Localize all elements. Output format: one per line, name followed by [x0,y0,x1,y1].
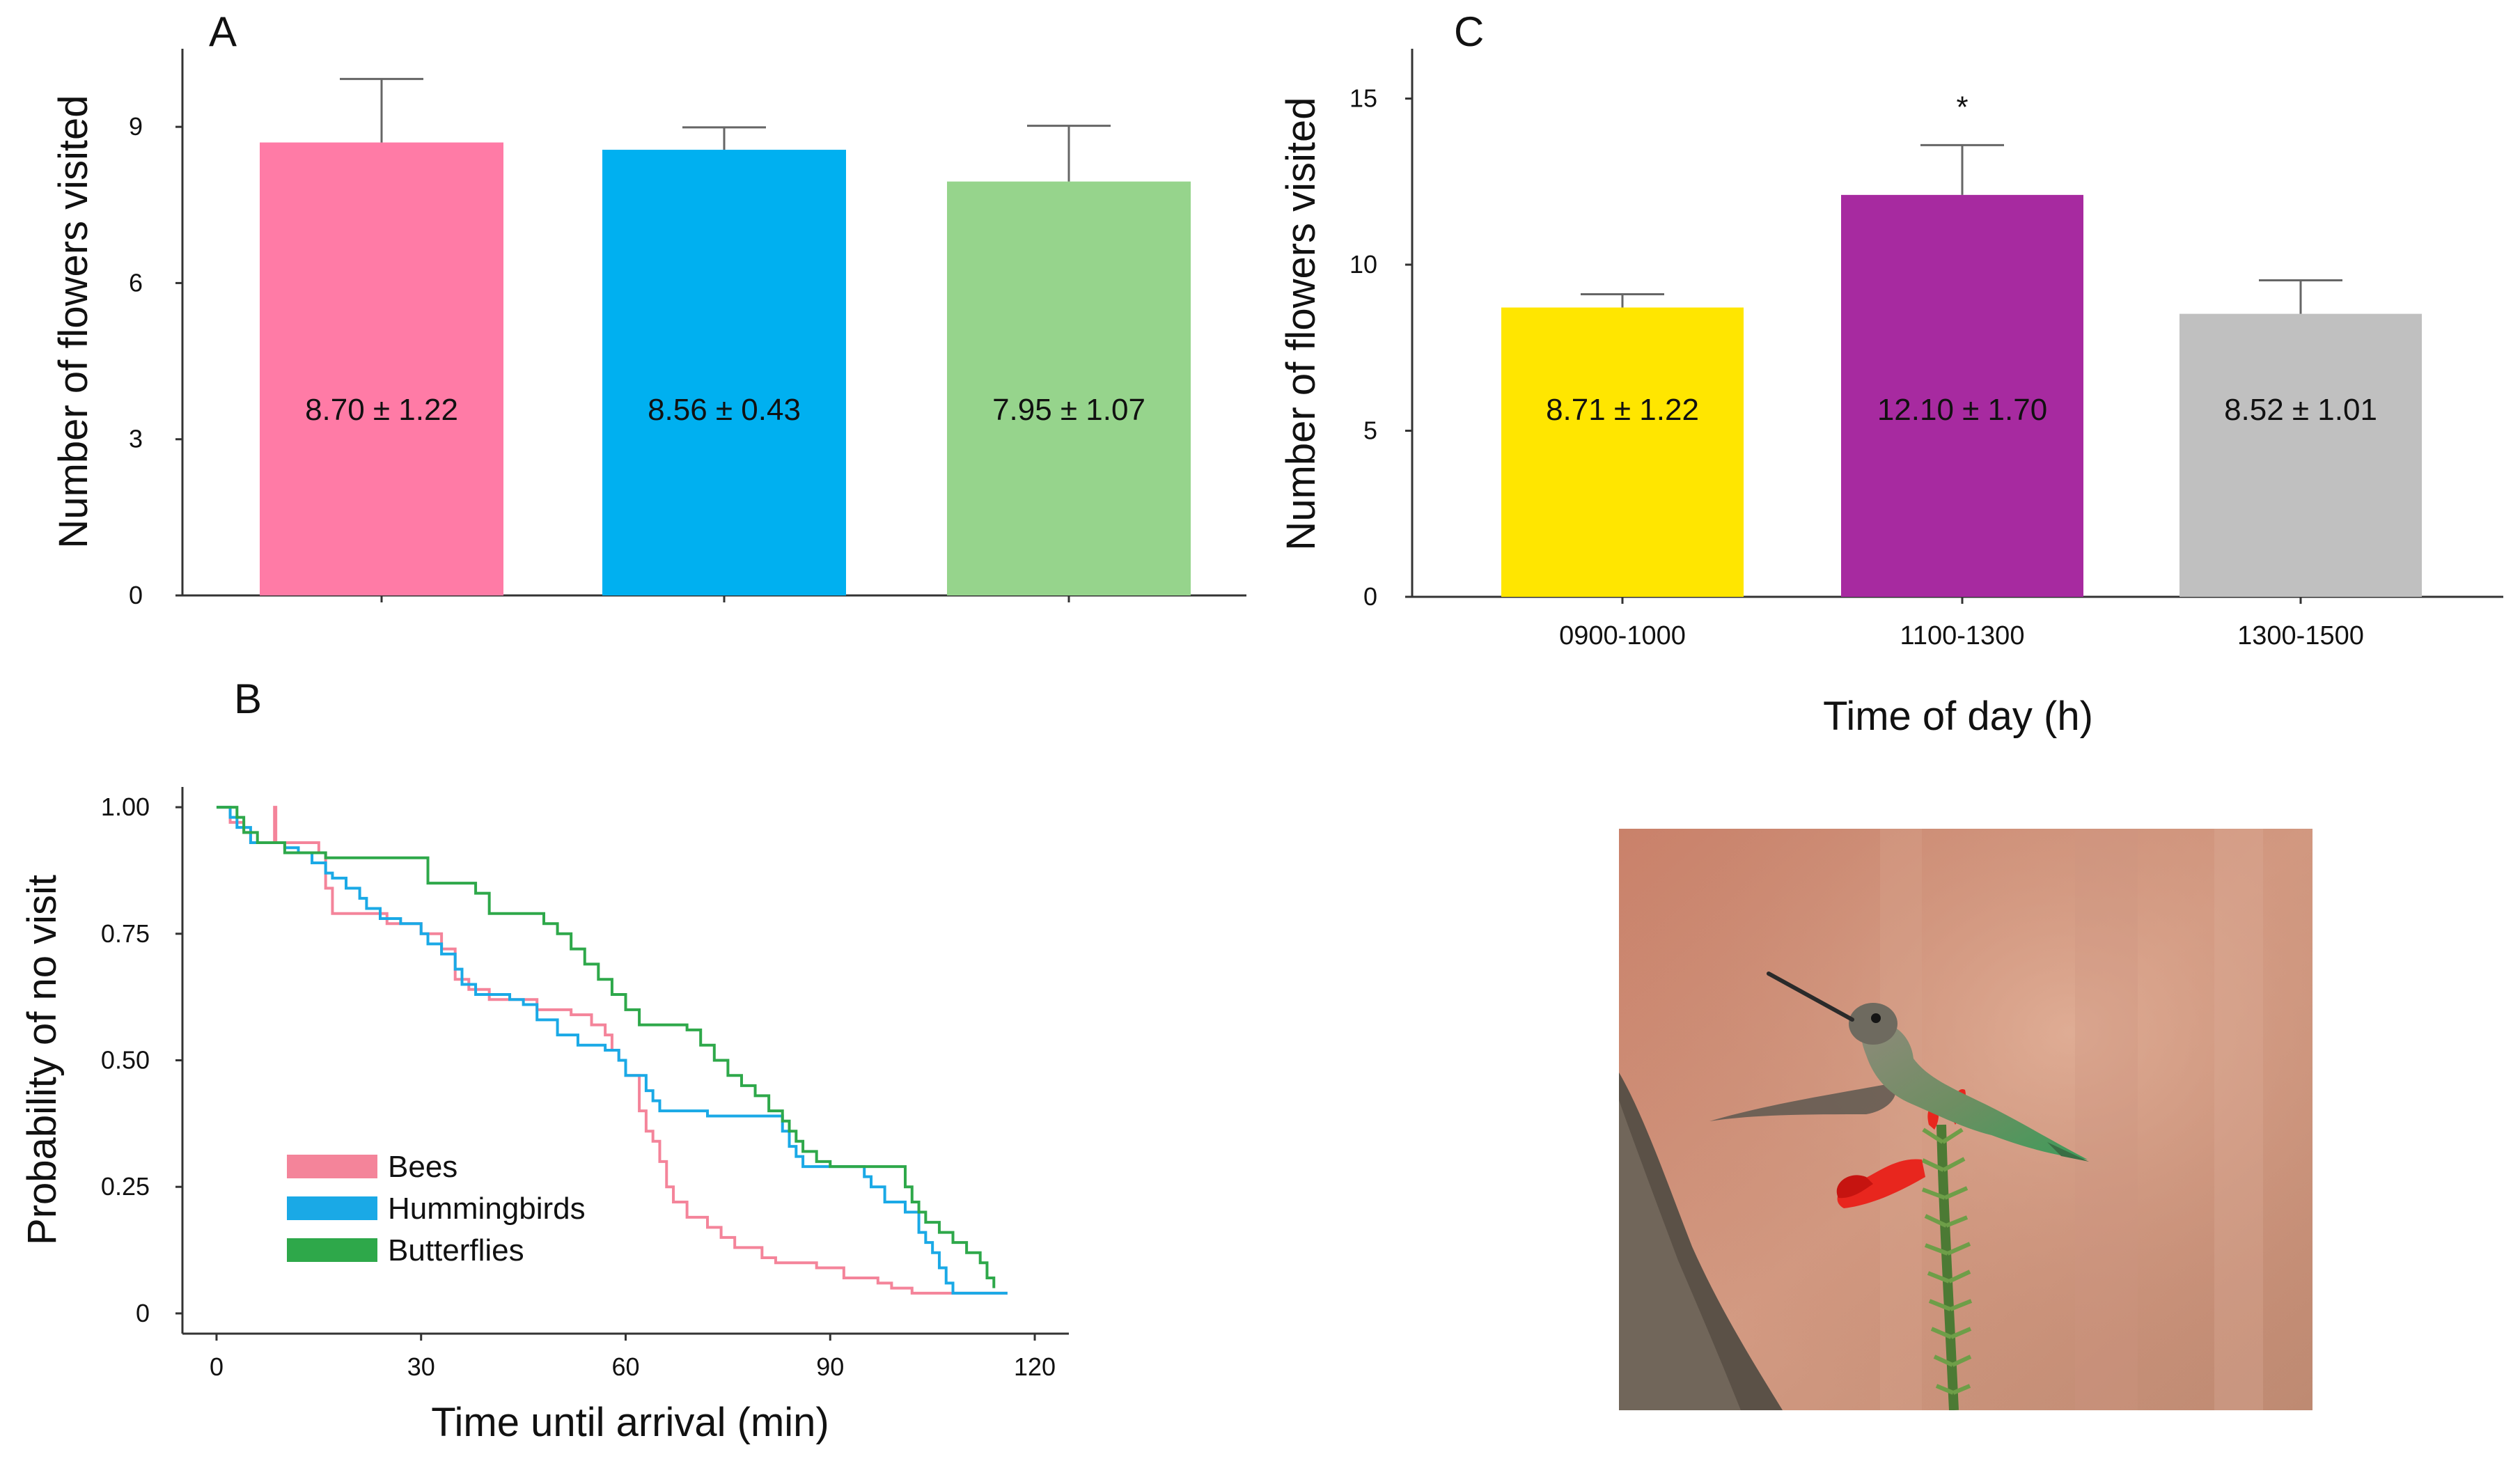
y-tick-label: 10 [1349,250,1377,279]
panel-a-bars: 8.70 ± 1.22 8.56 ± 0.43 7.95 ± 1.07 [260,77,1191,602]
legend-swatch-butterflies [287,1238,377,1262]
plant-stem [1936,1124,1959,1410]
panel-b-ticks: 0 0.25 0.50 0.75 1.00 0 30 60 90 120 [101,793,1056,1381]
x-category-label: 1100-1300 [1900,621,2025,650]
x-category-label: 1300-1500 [2237,621,2364,650]
panel-a: A Number of flowers visited 0 3 6 9 8.70 ± … [51,8,1246,609]
hummingbird-wing [1709,1083,1896,1121]
y-tick-label: 5 [1363,416,1377,445]
y-tick-label: 9 [129,112,143,141]
panel-c-bars: 8.71 ± 1.22 0900-1000 12.10 ± 1.70 1100-130… [1501,90,2422,650]
bar-value-label: 12.10 ± 1.70 [1877,393,2047,427]
hummingbird-photo [1619,829,2312,1410]
panel-a-y-axis-title: Number of flowers visited [51,95,96,548]
significance-marker: * [1956,90,1968,124]
error-bar [682,126,766,150]
bar-hummingbirds [602,150,846,596]
legend-label: Bees [388,1150,457,1184]
legend-swatch-hummingbirds [287,1196,377,1220]
y-tick-label: 1.00 [101,793,150,821]
hummingbird-eye [1871,1013,1881,1023]
x-tick-label: 0 [210,1352,224,1381]
bar-value-label: 7.95 ± 1.07 [992,393,1145,427]
y-tick-label: 0.25 [101,1172,150,1201]
y-tick-label: 6 [129,268,143,297]
survival-line-hummingbirds [216,806,1008,1295]
bar-butterflies [947,181,1191,596]
legend-label: Hummingbirds [388,1192,586,1226]
panel-b-x-axis-title: Time until arrival (min) [431,1400,829,1445]
panel-b: B Probability of no visit Time until arr… [19,676,1069,1445]
y-tick-label: 0.75 [101,919,150,948]
x-tick-label: 120 [1014,1352,1056,1381]
error-bar [340,77,423,143]
survival-line-butterflies [216,806,996,1288]
x-tick-label: 60 [611,1352,639,1381]
panel-c-x-axis-title: Time of day (h) [1823,694,2093,739]
legend-label: Butterflies [388,1233,524,1267]
bar-value-label: 8.71 ± 1.22 [1546,393,1699,427]
y-tick-label: 3 [129,425,143,453]
bar-0900-1000 [1501,307,1744,597]
error-bar [1027,125,1111,182]
bar-1100-1300 [1841,194,2083,597]
bar-1300-1500 [2179,313,2422,597]
panel-c-letter: C [1454,8,1484,55]
y-tick-label: 0 [1363,582,1377,611]
panel-a-letter: A [209,8,237,55]
bar-value-label: 8.56 ± 0.43 [648,393,801,427]
y-tick-label: 0 [129,581,143,609]
y-tick-label: 15 [1349,84,1377,113]
panel-c: C Number of flowers visited Time of day … [1278,8,2503,739]
x-tick-label: 30 [407,1352,435,1381]
y-tick-label: 0.50 [101,1046,150,1075]
panel-c-y-axis-title: Number of flowers visited [1278,97,1324,550]
panel-b-lines [216,806,1008,1295]
error-bar [2259,279,2342,314]
panel-a-y-ticks: 0 3 6 9 [129,112,182,609]
panel-c-y-ticks: 0 5 10 15 [1349,84,1412,611]
legend-swatch-bees [287,1155,377,1178]
x-tick-label: 90 [816,1352,844,1381]
bar-value-label: 8.52 ± 1.01 [2224,393,2377,427]
hummingbird-head [1849,1003,1897,1045]
x-category-label: 0900-1000 [1559,621,1686,650]
bar-value-label: 8.70 ± 1.22 [305,393,458,427]
error-bar [1920,143,2004,195]
panel-b-legend: Bees Hummingbirds Butterflies [287,1150,586,1267]
panel-b-y-axis-title: Probability of no visit [19,875,65,1245]
y-tick-label: 0 [136,1299,150,1327]
bar-bees [260,142,503,596]
panel-b-letter: B [234,676,262,722]
hummingbird-beak [1767,972,1854,1022]
error-bar [1581,292,1664,308]
